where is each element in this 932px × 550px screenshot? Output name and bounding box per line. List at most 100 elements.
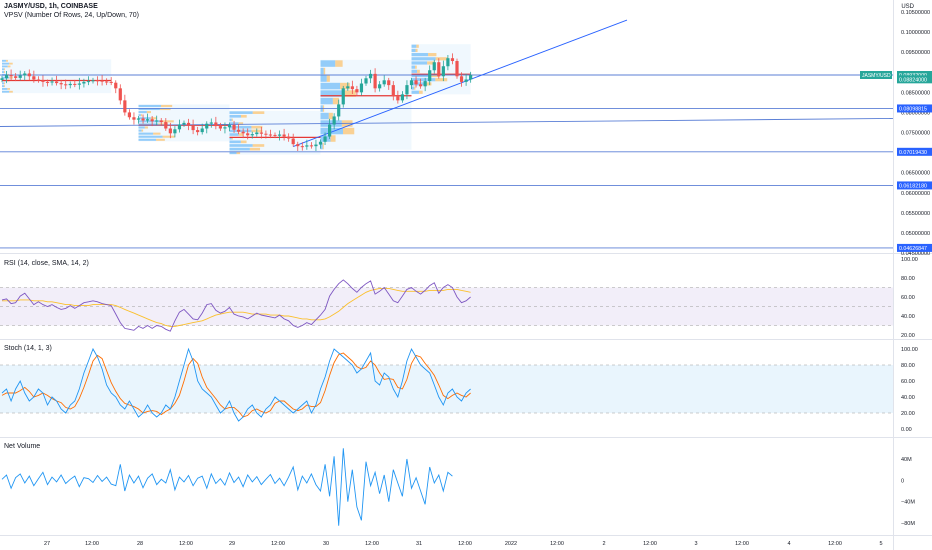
candle-body — [314, 144, 318, 147]
net-volume-axis-tick: 40M — [901, 457, 912, 463]
volume-profile-up-bar — [2, 88, 8, 90]
volume-profile-down-bar — [159, 107, 171, 111]
candle-body — [323, 136, 327, 142]
net-volume-axis-tick: −80M — [901, 521, 915, 527]
candle-body — [68, 83, 72, 86]
candle-body — [291, 138, 295, 145]
candle-body — [459, 76, 464, 82]
volume-profile-down-bar — [430, 73, 440, 78]
level-price-tag: 0.07019430 — [899, 150, 927, 156]
volume-profile-up-bar — [320, 142, 323, 150]
volume-profile-up-bar — [2, 68, 4, 71]
volume-profile-down-bar — [415, 48, 418, 53]
volume-profile-up-bar — [411, 86, 415, 90]
volume-profile-down-bar — [332, 97, 340, 105]
volume-profile-up-bar — [320, 90, 345, 97]
candle-body — [41, 80, 45, 82]
time-axis-tick: 27 — [44, 541, 50, 547]
rsi-line — [1, 279, 471, 332]
time-axis-tick: 31 — [416, 541, 422, 547]
candle-body — [73, 83, 77, 85]
candle-body — [132, 117, 136, 120]
candle-body — [469, 75, 473, 80]
price-axis-tick: 0.08500000 — [901, 90, 930, 96]
candle-body — [91, 80, 95, 82]
volume-profile-up-bar — [229, 144, 253, 147]
volume-profile-down-bar — [7, 88, 11, 90]
candle-body — [450, 58, 455, 62]
candle-body — [391, 85, 395, 97]
volume-profile-up-bar — [138, 107, 160, 111]
candle-body — [446, 58, 450, 67]
time-axis-tick: 29 — [229, 541, 235, 547]
volume-profile-up-bar — [229, 118, 232, 122]
candle-body — [209, 122, 213, 124]
candle-body — [59, 83, 63, 85]
volume-profile-down-bar — [236, 151, 241, 155]
candle-body — [332, 116, 336, 125]
candle-body — [177, 124, 182, 130]
trend-line-ascending — [293, 19, 628, 147]
candle-body — [50, 81, 54, 83]
candle-body — [95, 80, 100, 82]
ticker-secondary-tag-bg — [897, 75, 932, 84]
trend-line-flat — [0, 118, 894, 127]
candle-body — [432, 62, 436, 71]
net-volume-pane-title: Net Volume — [4, 443, 41, 450]
candle-body — [350, 86, 354, 90]
candle-body — [9, 75, 13, 77]
volume-profile-up-bar — [411, 90, 419, 94]
volume-profile-down-bar — [249, 147, 261, 151]
rsi-axis-tick: 40.00 — [901, 314, 915, 320]
time-axis-tick: 12:00 — [735, 541, 749, 547]
volume-profile-up-bar — [320, 75, 327, 82]
level-price-tag-bg — [897, 243, 932, 252]
candle-body — [337, 104, 341, 117]
candle-body — [405, 85, 409, 95]
volume-profile-down-bar — [343, 127, 355, 135]
volume-profile-up-bar — [138, 117, 151, 120]
candle-body — [419, 84, 423, 87]
volume-profile-up-bar — [2, 85, 4, 88]
rsi-pane-title: RSI (14, close, SMA, 14, 2) — [4, 260, 89, 267]
time-axis-tick: 12:00 — [550, 541, 564, 547]
time-axis-tick: 12:00 — [365, 541, 379, 547]
candle-body — [100, 80, 104, 82]
volume-profile-up-bar — [229, 140, 241, 144]
level-price-tag-bg — [897, 104, 932, 113]
volume-profile-down-bar — [4, 71, 5, 73]
volume-profile-up-bar — [411, 44, 417, 48]
candle-body — [441, 66, 445, 77]
price-axis-tick: 0.08000000 — [901, 110, 930, 116]
price-axis-tick: 0.06000000 — [901, 191, 930, 197]
volume-profile-down-bar — [416, 44, 419, 48]
time-axis-tick: 12:00 — [271, 541, 285, 547]
volume-profile-down-bar — [4, 68, 5, 71]
time-axis-tick: 12:00 — [643, 541, 657, 547]
candle-body — [373, 73, 377, 89]
volume-profile-down-bar — [238, 133, 244, 136]
rsi-axis-tick: 80.00 — [901, 276, 915, 282]
candle-body — [346, 86, 350, 89]
candle-body — [36, 79, 40, 81]
volume-profile-up-bar — [229, 114, 241, 118]
net-volume-axis-tick: −40M — [901, 500, 915, 506]
candle-body — [355, 89, 359, 93]
volume-profile-down-bar — [328, 112, 333, 120]
time-axis-tick: 28 — [137, 541, 143, 547]
candle-body — [218, 126, 222, 129]
volume-profile-down-bar — [340, 82, 350, 90]
volume-profile-up-bar — [2, 65, 8, 68]
candle-body — [18, 75, 22, 78]
volume-profile-up-bar — [229, 136, 232, 140]
volume-profile-up-bar — [411, 73, 431, 78]
volume-profile-down-bar — [141, 129, 144, 132]
volume-profile-up-bar — [229, 133, 239, 136]
time-axis-tick: 4 — [787, 541, 790, 547]
volume-profile-down-bar — [4, 85, 5, 88]
candle-body — [205, 123, 209, 129]
candle-body — [186, 122, 191, 126]
volume-profile-up-bar — [411, 48, 416, 53]
volume-profile-up-bar — [2, 90, 10, 93]
